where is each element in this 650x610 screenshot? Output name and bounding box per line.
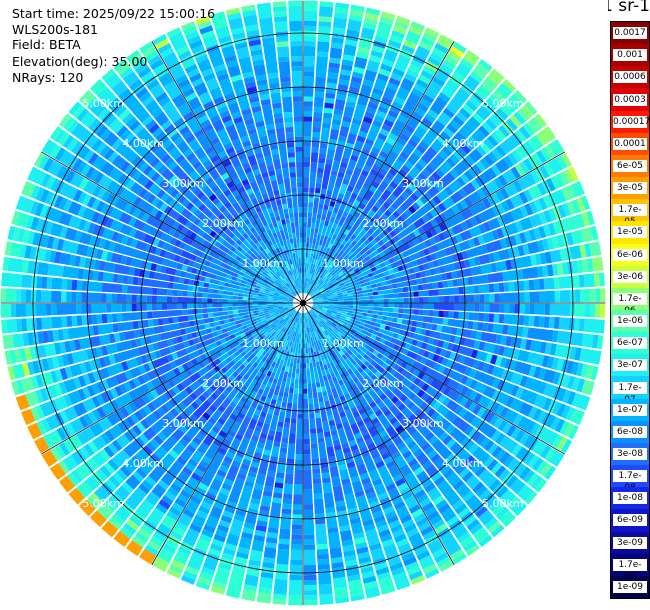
colorbar-tick-label: 1e-05 [613,226,647,239]
colorbar-tick-label: 1e-06 [613,315,647,328]
ring-label: 4.00km [442,457,484,470]
colorbar-swatch: 1.7e-05 [611,199,649,227]
colorbar-tick-label: 6e-05 [613,159,647,172]
colorbar-tick-label: 0.00017 [613,115,650,128]
elevation-text: Elevation(deg): 35.00 [12,54,148,69]
ppi-ring-labels: 1.00km 1.00km 1.00km 1.00km 2.00km 2.00km 2.00… [82,97,523,510]
azimuth-spoke [40,302,304,455]
colorbar-swatch: 3e-05 [611,177,649,200]
colorbar-swatch: 0.0017 [611,22,649,45]
colorbar-swatch: 1e-08 [611,487,649,510]
start-time-text: Start time: 2025/09/22 15:00:16 [12,6,216,21]
ring-label: 1.00km [242,257,284,270]
colorbar-tick-label: 3e-06 [613,270,647,283]
colorbar-tick-label: 1e-08 [613,492,647,505]
ppi-scan-plot: 1.00km 1.00km 1.00km 1.00km 2.00km 2.00km 2.00… [0,0,606,606]
ring-label: 2.00km [362,377,404,390]
colorbar-swatch: 0.0003 [611,88,649,112]
colorbar-swatch: 3e-07 [611,354,649,377]
colorbar-tick-label: 1.7e-09 [613,558,647,582]
ring-label: 5.00km [482,497,524,510]
colorbar-swatch: 3e-06 [611,265,649,289]
colorbar-tick-label: 3e-08 [613,447,647,460]
colorbar-tick-label: 1.7e-05 [613,204,647,227]
ring-label: 4.00km [442,137,484,150]
colorbar-swatch: 3e-08 [611,442,649,466]
field-text: Field: BETA [12,37,81,52]
colorbar-tick-label: 3e-05 [613,182,647,195]
azimuth-spoke [151,302,304,566]
ring-label: 4.00km [122,137,164,150]
colorbar-tick-label: 1e-09 [613,580,647,593]
colorbar-tick-label: 3e-09 [613,536,647,549]
colorbar-tick-label: 0.0017 [613,27,647,40]
ppi-gate-cells [450,46,465,58]
ring-label: 1.00km [322,257,364,270]
colorbar-swatch: 0.0001 [611,132,649,156]
ppi-gate-cells [42,62,532,581]
ring-label: 3.00km [162,177,204,190]
azimuth-spoke [302,302,455,566]
ring-label: 5.00km [482,97,524,110]
ppi-gate-cells [15,20,582,586]
azimuth-spoke [302,302,566,455]
azimuth-spoke [40,151,304,304]
ring-label: 4.00km [122,457,164,470]
colorbar-tick-label: 0.0001 [613,137,647,150]
ring-label: 1.00km [242,337,284,350]
ring-label: 5.00km [82,497,124,510]
azimuth-spoke [302,151,566,304]
nrays-text: NRays: 120 [12,70,84,85]
ring-label: 3.00km [402,177,444,190]
colorbar-swatch: 6e-06 [611,243,649,267]
colorbar: 0.0017 0.001 0.0006 0.0003 0.00017 0.0001 6e-0… [610,21,650,599]
colorbar-title: m-1 sr-1 [608,0,650,16]
colorbar-tick-label: 0.001 [613,49,647,62]
colorbar-swatch: 0.001 [611,44,649,67]
colorbar-tick-label: 6e-06 [613,248,647,261]
colorbar-swatch: 1.7e-06 [611,287,649,316]
ppi-grid [0,0,606,606]
colorbar-swatch: 6e-09 [611,509,649,533]
colorbar-swatch: 1.7e-08 [611,465,649,493]
ring-label: 2.00km [362,217,404,230]
colorbar-tick-label: 1.7e-06 [613,292,647,316]
ring-label: 2.00km [202,377,244,390]
colorbar-swatch: 0.0006 [611,66,649,89]
azimuth-spoke [302,40,455,304]
colorbar-tick-label: 1.7e-07 [613,381,647,405]
colorbar-tick-label: 0.0003 [613,93,647,106]
colorbar-swatch: 1e-05 [611,221,649,245]
ring-label: 1.00km [322,337,364,350]
colorbar-swatch: 6e-08 [611,420,649,444]
scanner-center [300,300,306,306]
ring-label: 5.00km [82,97,124,110]
colorbar-swatch: 1.7e-07 [611,376,649,405]
ppi-gate-cells [15,394,157,565]
colorbar-tick-label: 6e-08 [613,425,647,438]
colorbar-swatch: 6e-05 [611,154,649,178]
azimuth-spoke [151,40,304,304]
colorbar-swatch: 3e-09 [611,531,649,555]
colorbar-tick-label: 0.0006 [613,71,647,84]
colorbar-swatch: 1e-09 [611,575,649,599]
colorbar-swatch: 0.00017 [611,110,650,134]
ring-label: 2.00km [202,217,244,230]
ring-label: 3.00km [402,417,444,430]
colorbar-swatch: 1.7e-09 [611,553,649,582]
colorbar-swatch: 1e-06 [611,310,649,333]
colorbar-tick-label: 3e-07 [613,359,647,372]
colorbar-swatch: 6e-07 [611,332,649,355]
colorbar-tick-label: 6e-07 [613,337,647,350]
instrument-text: WLS200s-181 [12,22,98,37]
colorbar-tick-label: 1e-07 [613,403,647,416]
colorbar-tick-label: 1.7e-08 [613,470,647,493]
ring-label: 3.00km [162,417,204,430]
colorbar-tick-label: 6e-09 [613,514,647,527]
ppi-gate-cells [36,25,574,576]
colorbar-swatch: 1e-07 [611,398,649,422]
